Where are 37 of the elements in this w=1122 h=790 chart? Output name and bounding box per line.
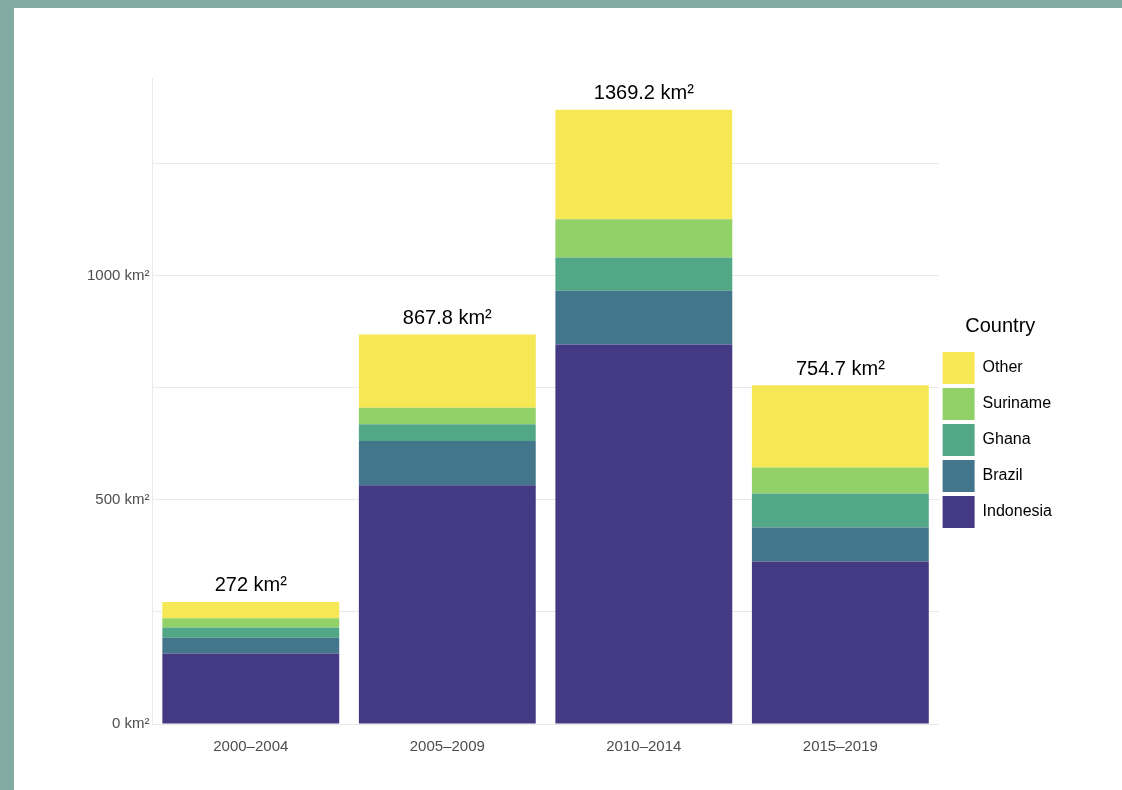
bar — [555, 109, 733, 220]
bar — [751, 561, 929, 724]
x-tick-label: 2005–2009 — [409, 737, 485, 755]
legend-label: Brazil — [982, 466, 1023, 484]
bar — [162, 653, 340, 724]
bar — [162, 618, 340, 628]
bar — [751, 493, 929, 528]
y-tick-label: 0 km² — [112, 714, 150, 732]
bar — [751, 467, 929, 494]
bar — [358, 334, 536, 408]
legend-title: Country — [965, 313, 1036, 336]
legend-label: Suriname — [982, 394, 1052, 412]
legend-label: Ghana — [982, 430, 1031, 448]
bar — [358, 407, 536, 425]
bar — [358, 485, 536, 724]
y-tick-label: 1000 km² — [87, 265, 150, 283]
bar — [751, 385, 929, 468]
legend-label: Indonesia — [982, 502, 1053, 520]
total-label: 1369.2 km² — [593, 81, 695, 104]
total-label: 272 km² — [214, 573, 288, 596]
y-tick-label: 500 km² — [95, 489, 150, 507]
bar — [555, 344, 733, 724]
bar — [751, 527, 929, 562]
x-tick-label: 2000–2004 — [213, 737, 289, 755]
bar — [555, 257, 733, 291]
total-label: 867.8 km² — [402, 306, 493, 329]
bar — [162, 601, 340, 619]
bar — [162, 637, 340, 654]
x-tick-label: 2010–2014 — [606, 737, 682, 755]
bar — [358, 440, 536, 486]
bar — [555, 219, 733, 258]
total-label: 754.7 km² — [795, 356, 886, 379]
legend-label: Other — [982, 358, 1024, 376]
x-tick-label: 2015–2019 — [802, 737, 878, 755]
bar — [358, 424, 536, 441]
bar — [162, 627, 340, 638]
bar — [555, 290, 733, 345]
